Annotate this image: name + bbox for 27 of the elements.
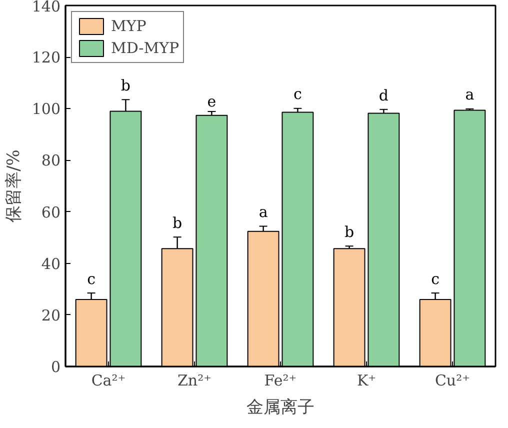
y-tick-label: 80 xyxy=(41,152,61,170)
annotation: b xyxy=(120,76,131,94)
x-tick-label: Fe²⁺ xyxy=(264,372,297,390)
y-tick-label: 140 xyxy=(32,0,61,16)
annotation: a xyxy=(258,203,268,222)
legend-label: MYP xyxy=(111,17,146,35)
annotation: c xyxy=(294,85,302,104)
x-tick-label: K⁺ xyxy=(356,372,376,390)
y-tick-label: 20 xyxy=(41,306,61,324)
legend-label: MD-MYP xyxy=(111,39,180,57)
y-axis-title: 保留率/% xyxy=(4,150,24,222)
y-tick-label: 120 xyxy=(32,48,61,67)
annotation: d xyxy=(378,86,389,104)
y-tick-label: 0 xyxy=(50,358,61,376)
y-tick-label: 100 xyxy=(32,100,61,118)
annotation: c xyxy=(431,270,440,288)
annotation: c xyxy=(87,270,96,288)
annotation: e xyxy=(207,92,216,110)
y-tick-label: 60 xyxy=(41,203,61,222)
x-tick-label: Ca²⁺ xyxy=(91,372,126,390)
annotation: b xyxy=(172,214,182,232)
annotation: b xyxy=(344,222,354,241)
x-axis-title: 金属离子 xyxy=(246,398,314,418)
x-tick-label: Cu²⁺ xyxy=(434,372,470,390)
x-tick-label: Zn²⁺ xyxy=(177,372,212,390)
annotation: a xyxy=(465,86,474,104)
y-tick-label: 40 xyxy=(41,254,61,273)
